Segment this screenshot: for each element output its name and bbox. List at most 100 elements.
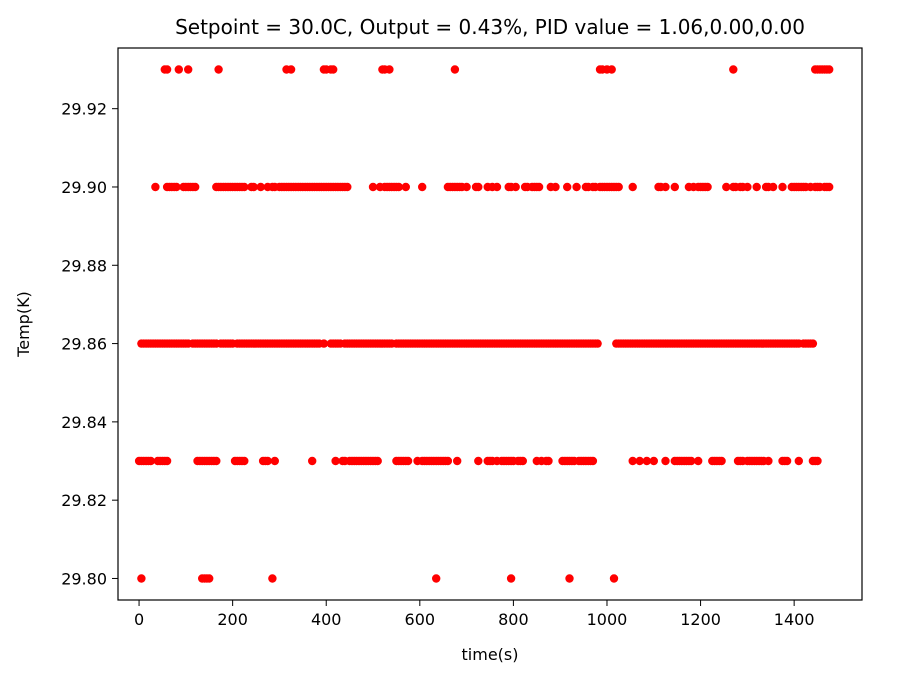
data-point [534,182,544,192]
data-point [768,182,778,192]
data-point [808,339,818,348]
x-tick-label: 800 [498,610,529,629]
plot-frame [117,47,863,601]
data-point [703,182,712,192]
x-tick-label: 1200 [680,610,721,629]
y-tick-label: 29.88 [61,256,107,275]
y-tick-label: 29.86 [61,335,107,354]
x-axis-label: time(s) [462,645,519,664]
data-point [628,456,637,466]
data-point [331,456,340,466]
data-point [256,182,265,192]
data-point [137,574,146,583]
data-point [308,456,317,466]
data-point [343,182,352,192]
chart-title: Setpoint = 30.0C, Output = 0.43%, PID va… [175,15,805,39]
data-point [329,65,338,74]
data-point [717,456,726,466]
y-axis: 29.80 29.82 29.84 29.86 29.88 29.90 29.92 [61,100,118,588]
y-tick-label: 29.84 [61,413,107,432]
data-point [794,456,803,466]
data-point [162,65,172,74]
y-tick-label: 29.82 [61,491,107,510]
data-point [403,456,413,466]
data-point [214,65,223,74]
data-point [661,182,670,192]
data-point [687,456,696,466]
data-point [778,182,787,192]
data-point [825,65,834,74]
data-point [462,182,471,192]
data-point [565,574,574,583]
data-point [729,65,738,74]
data-point [764,456,773,466]
data-point [609,574,619,583]
data-point [649,456,658,466]
data-point [825,182,834,192]
x-tick-label: 1000 [587,610,628,629]
data-point [240,182,249,192]
data-point [563,182,572,192]
data-point [146,456,155,466]
data-point [443,456,453,466]
x-tick-label: 400 [311,610,342,629]
data-point [184,65,193,74]
data-point [782,456,792,466]
data-point [240,456,249,466]
x-tick-label: 600 [405,610,436,629]
x-tick-label: 0 [134,610,144,629]
data-point [551,182,560,192]
data-points [134,65,834,583]
data-point [162,456,172,466]
data-point [593,339,602,348]
data-point [614,182,623,192]
data-point [453,456,462,466]
data-point [270,456,279,466]
x-axis: 0 200 400 600 800 1000 1200 1400 [134,600,815,629]
data-point [752,182,761,192]
data-point [373,456,382,466]
data-point [450,65,460,74]
y-tick-label: 29.90 [61,178,107,197]
data-point [212,456,221,466]
data-point [628,182,637,192]
y-tick-label: 29.92 [61,100,107,119]
data-point [474,456,483,466]
data-point [368,182,378,192]
data-point [474,182,483,192]
data-point [722,182,731,192]
y-axis-label: Temp(K) [14,291,33,358]
data-point [511,182,520,192]
data-point [492,182,502,192]
x-tick-label: 200 [217,610,248,629]
y-tick-label: 29.80 [61,569,107,588]
data-point [572,182,581,192]
data-point [174,65,183,74]
data-point [506,574,516,583]
data-point [249,182,258,192]
data-point [385,65,394,74]
data-point [151,182,160,192]
data-point [418,182,427,192]
data-point [661,456,670,466]
data-point [432,574,441,583]
data-point [263,456,272,466]
data-point [191,182,200,192]
data-point [635,456,644,466]
data-point [544,456,553,466]
data-point [205,574,214,583]
data-point [172,182,181,192]
data-point [670,182,679,192]
data-point [286,65,296,74]
data-point [518,456,527,466]
x-tick-label: 1400 [774,610,815,629]
data-point [694,456,703,466]
data-point [394,182,403,192]
data-point [588,456,598,466]
data-point [319,339,329,348]
data-point [743,182,752,192]
data-point [401,182,410,192]
data-point [813,456,822,466]
data-point [607,65,616,74]
